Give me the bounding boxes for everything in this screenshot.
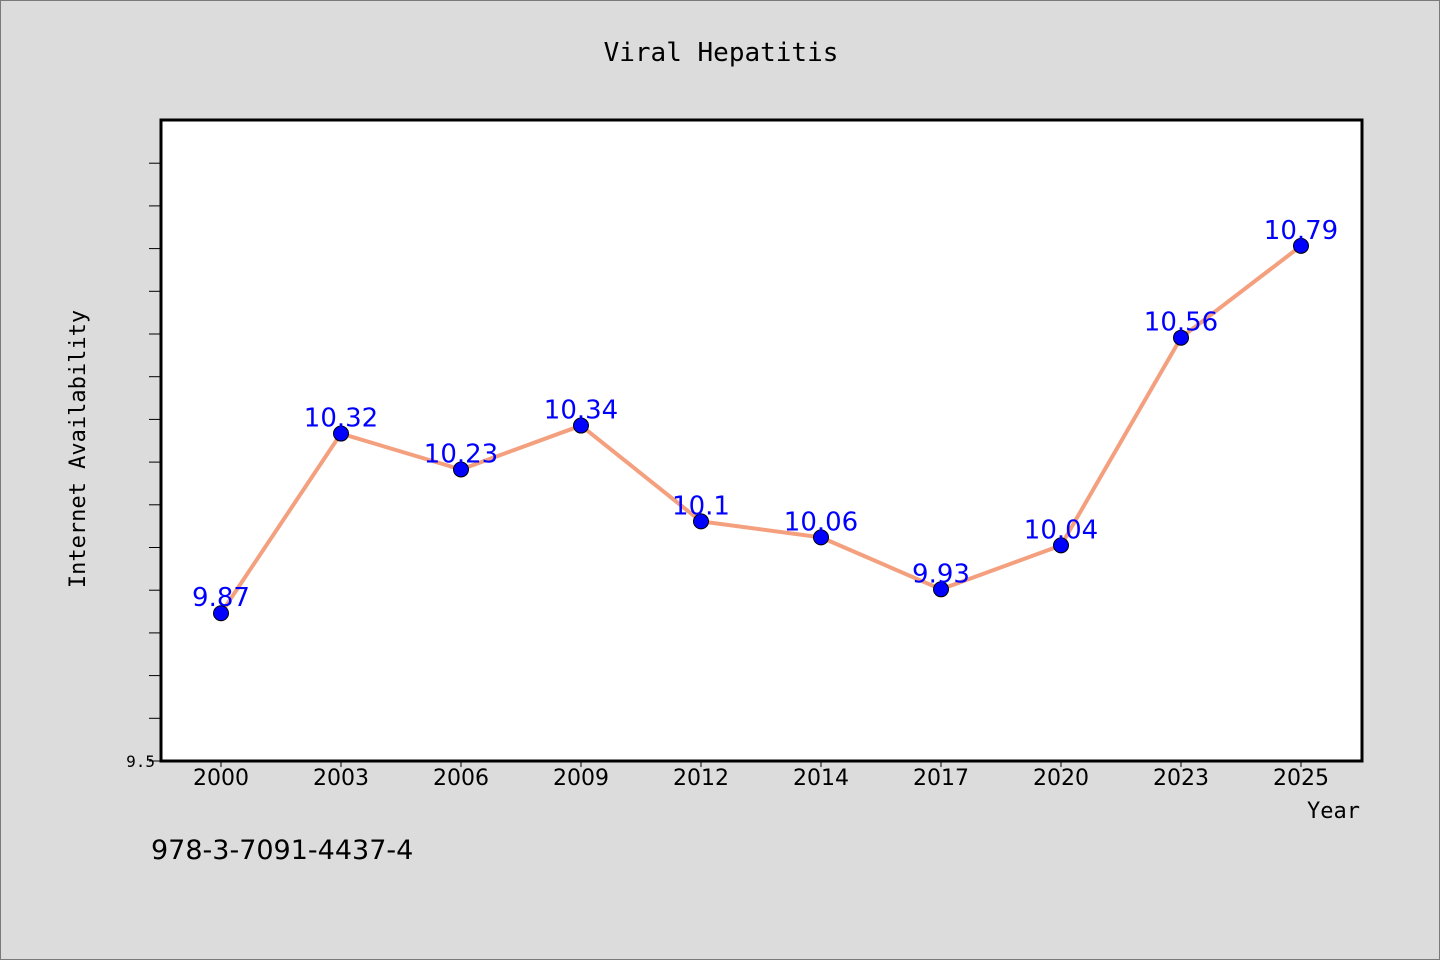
x-tick-label: 2023 xyxy=(1153,766,1209,791)
x-axis-label: Year xyxy=(1307,799,1360,824)
x-tick-label: 2012 xyxy=(673,766,729,791)
data-point xyxy=(213,605,229,622)
series-group: 9.87 10.32 10.23 10.34 10.1 10.06 9.93 10.04 10.… xyxy=(192,216,1338,622)
data-label: 10.34 xyxy=(544,396,618,426)
data-point xyxy=(813,529,829,546)
data-label: 10.1 xyxy=(672,491,730,521)
data-label: 10.56 xyxy=(1144,308,1218,338)
x-tick-label: 2020 xyxy=(1033,766,1089,791)
data-label: 10.23 xyxy=(424,439,498,469)
data-point xyxy=(1293,237,1309,254)
x-tick-label: 2009 xyxy=(553,766,609,791)
data-point xyxy=(693,513,709,530)
data-point xyxy=(453,461,469,478)
data-label: 10.79 xyxy=(1264,216,1338,246)
series-line xyxy=(219,244,1303,615)
data-label: 10.06 xyxy=(784,507,858,537)
data-point xyxy=(1173,329,1189,346)
data-label: 10.04 xyxy=(1024,515,1098,545)
data-point xyxy=(333,425,349,442)
y-axis-label: Internet Availability xyxy=(66,310,91,588)
x-tick-label: 2025 xyxy=(1273,766,1329,791)
x-tick-label: 2003 xyxy=(313,766,369,791)
y-tick-label: 9.5 xyxy=(126,752,155,771)
x-tick-label: 2014 xyxy=(793,766,849,791)
data-point xyxy=(933,581,949,598)
data-label: 9.87 xyxy=(192,583,250,613)
x-tick-label: 2006 xyxy=(433,766,489,791)
footer-isbn: 978-3-7091-4437-4 xyxy=(151,835,414,866)
x-tick-label: 2000 xyxy=(193,766,249,791)
data-point xyxy=(1053,537,1069,554)
data-point xyxy=(573,417,589,434)
x-tick-label: 2017 xyxy=(913,766,969,791)
data-label: 10.32 xyxy=(304,404,378,434)
chart-title: Viral Hepatitis xyxy=(604,38,839,68)
x-axis-ticks: 2000 2003 2006 2009 2012 2014 2017 2020 2023 2025 xyxy=(193,761,1329,791)
data-label: 9.93 xyxy=(912,559,970,589)
y-axis-ticks: 9.5 xyxy=(126,162,161,771)
